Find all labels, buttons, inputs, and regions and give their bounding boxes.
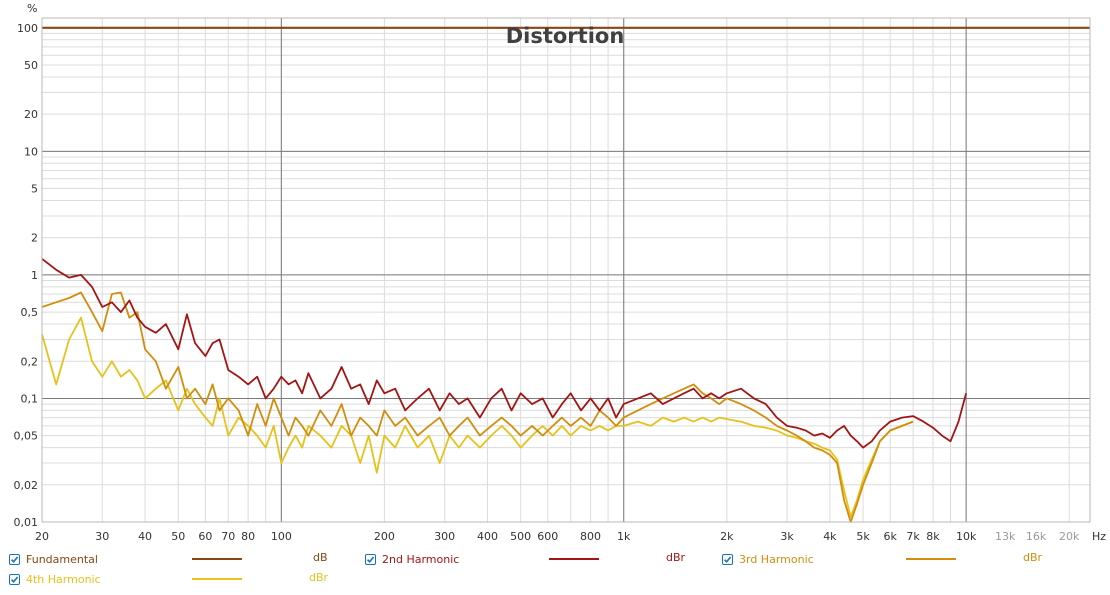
series-line-2nd-harmonic xyxy=(41,258,967,449)
y-axis-ticks: 0,01 0,02 0,05 0,1 0,2 0,5 1 2 5 10 20 50 100 xyxy=(14,22,39,529)
series-line-4th-harmonic xyxy=(41,316,914,518)
x-tick-label: 500 xyxy=(510,530,531,543)
y-tick-label: 0,5 xyxy=(21,306,39,319)
y-tick-label: 10 xyxy=(24,145,38,158)
distortion-chart: 0,01 0,02 0,05 0,1 0,2 0,5 1 2 5 10 20 50 100 20 30 40… xyxy=(14,2,1107,543)
checkbox-2nd-harmonic[interactable] xyxy=(365,553,376,565)
x-tick-label: 20k xyxy=(1059,530,1080,543)
legend-label-4th-harmonic: 4th Harmonic xyxy=(26,572,101,586)
legend-label-fundamental: Fundamental xyxy=(26,552,98,566)
y-tick-label: 0,02 xyxy=(14,479,39,492)
legend-unit-3rd-harmonic: dBr xyxy=(1023,551,1043,564)
x-tick-label: 3k xyxy=(780,530,794,543)
x-tick-label: 80 xyxy=(241,530,255,543)
plot-border xyxy=(41,17,1091,523)
checkbox-4th-harmonic[interactable] xyxy=(9,573,20,585)
x-tick-label: 2k xyxy=(720,530,734,543)
x-tick-label: 10k xyxy=(956,530,977,543)
x-tick-label: 70 xyxy=(221,530,235,543)
legend-item-3rd-harmonic[interactable]: 3rd Harmonic xyxy=(722,550,814,568)
x-axis-ticks: 20 30 40 50 60 70 80 100 200 300 400 500 600 800 1k 2k 3… xyxy=(35,530,1080,543)
checkbox-3rd-harmonic[interactable] xyxy=(722,553,733,565)
x-tick-label: 6k xyxy=(883,530,897,543)
check-icon xyxy=(366,555,375,563)
legend-swatch-fundamental xyxy=(192,558,242,560)
x-tick-label: 800 xyxy=(580,530,601,543)
x-tick-label: 600 xyxy=(537,530,558,543)
y-tick-label: 5 xyxy=(31,183,38,196)
y-tick-label: 0,05 xyxy=(14,430,39,443)
x-tick-label: 8k xyxy=(926,530,940,543)
chart-series-layer xyxy=(41,26,1090,523)
chart-title: Distortion xyxy=(506,24,625,48)
y-tick-label: 2 xyxy=(31,232,38,245)
check-icon xyxy=(723,555,732,563)
x-tick-label: 5k xyxy=(856,530,870,543)
legend-unit-2nd-harmonic: dBr xyxy=(666,551,686,564)
x-tick-label: 20 xyxy=(35,530,49,543)
legend-swatch-3rd-harmonic xyxy=(906,558,956,560)
x-tick-label: 400 xyxy=(477,530,498,543)
y-tick-label: 20 xyxy=(24,108,38,121)
x-tick-label: 4k xyxy=(823,530,837,543)
y-tick-label: 1 xyxy=(31,269,38,282)
x-tick-label: 30 xyxy=(95,530,109,543)
check-icon xyxy=(10,555,19,563)
legend-label-2nd-harmonic: 2nd Harmonic xyxy=(382,552,460,566)
x-tick-label: 7k xyxy=(906,530,920,543)
x-axis-unit-label: Hz xyxy=(1092,530,1106,543)
x-tick-label: 40 xyxy=(138,530,152,543)
x-tick-label: 300 xyxy=(434,530,455,543)
legend-unit-4th-harmonic: dBr xyxy=(309,571,329,584)
legend-swatch-2nd-harmonic xyxy=(549,558,599,560)
chart-minor-grid xyxy=(41,18,1090,523)
y-tick-label: 0,01 xyxy=(14,516,39,529)
x-tick-label: 50 xyxy=(171,530,185,543)
legend-item-2nd-harmonic[interactable]: 2nd Harmonic xyxy=(365,550,459,568)
check-icon xyxy=(10,575,19,583)
y-tick-label: 50 xyxy=(24,59,38,72)
x-tick-label: 16k xyxy=(1026,530,1047,543)
x-tick-label: 1k xyxy=(617,530,631,543)
x-tick-label: 13k xyxy=(995,530,1016,543)
legend-unit-fundamental: dB xyxy=(313,551,328,564)
legend-item-4th-harmonic[interactable]: 4th Harmonic xyxy=(9,570,101,588)
y-tick-label: 0,2 xyxy=(21,355,39,368)
checkbox-fundamental[interactable] xyxy=(9,553,20,565)
legend-label-3rd-harmonic: 3rd Harmonic xyxy=(739,552,814,566)
x-tick-label: 60 xyxy=(198,530,212,543)
x-tick-label: 100 xyxy=(271,530,292,543)
y-tick-label: 0,1 xyxy=(21,392,39,405)
legend: Fundamental dB 2nd Harmonic dBr 3rd Harm… xyxy=(0,545,1110,595)
x-tick-label: 200 xyxy=(374,530,395,543)
series-line-3rd-harmonic xyxy=(41,291,914,523)
legend-swatch-4th-harmonic xyxy=(192,578,242,580)
legend-item-fundamental[interactable]: Fundamental xyxy=(9,550,98,568)
y-axis-label: % xyxy=(27,2,37,15)
y-tick-label: 100 xyxy=(17,22,38,35)
